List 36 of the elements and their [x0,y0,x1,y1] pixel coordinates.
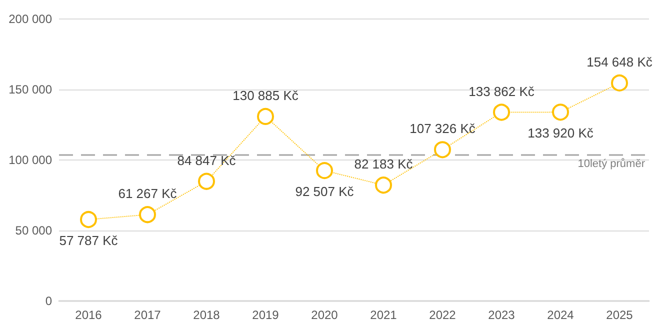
data-label: 130 885 Kč [232,88,299,103]
data-label: 107 326 Kč [410,121,476,136]
y-tick-label: 200 000 [8,12,52,26]
x-tick-label: 2016 [75,308,102,322]
data-label: 133 920 Kč [528,126,594,141]
point [434,141,451,158]
y-tick-label: 100 000 [8,153,52,167]
y-tick-label: 150 000 [8,82,52,96]
data-label: 57 787 Kč [59,233,118,248]
x-tick-label: 2020 [311,308,338,322]
x-tick-label: 2023 [488,308,516,322]
point [316,162,333,180]
x-tick-label: 2024 [547,308,574,322]
x-tick-label: 2022 [429,308,456,322]
y-tick-label: 0 [45,294,52,308]
point [611,74,628,92]
point [80,211,97,228]
point [198,172,215,190]
x-tick-label: 2019 [252,308,280,322]
x-tick-label: 2021 [370,308,398,322]
data-label: 92 507 Kč [295,184,354,200]
data-label: 133 862 Kč [468,84,535,99]
x-tick-label: 2025 [606,308,634,322]
y-tick-label: 50 000 [15,224,52,238]
data-label: 154 648 Kč [586,54,653,70]
x-tick-label: 2017 [134,308,162,322]
ref-line-label: 10letý průměr [578,158,646,170]
point [139,206,156,224]
point [257,108,274,125]
point [375,176,392,194]
x-tick-label: 2018 [193,308,220,322]
point [493,104,510,121]
point [552,104,569,121]
data-label: 61 267 Kč [118,186,178,202]
data-label: 82 183 Kč [354,156,414,172]
data-label: 84 847 Kč [177,152,236,168]
